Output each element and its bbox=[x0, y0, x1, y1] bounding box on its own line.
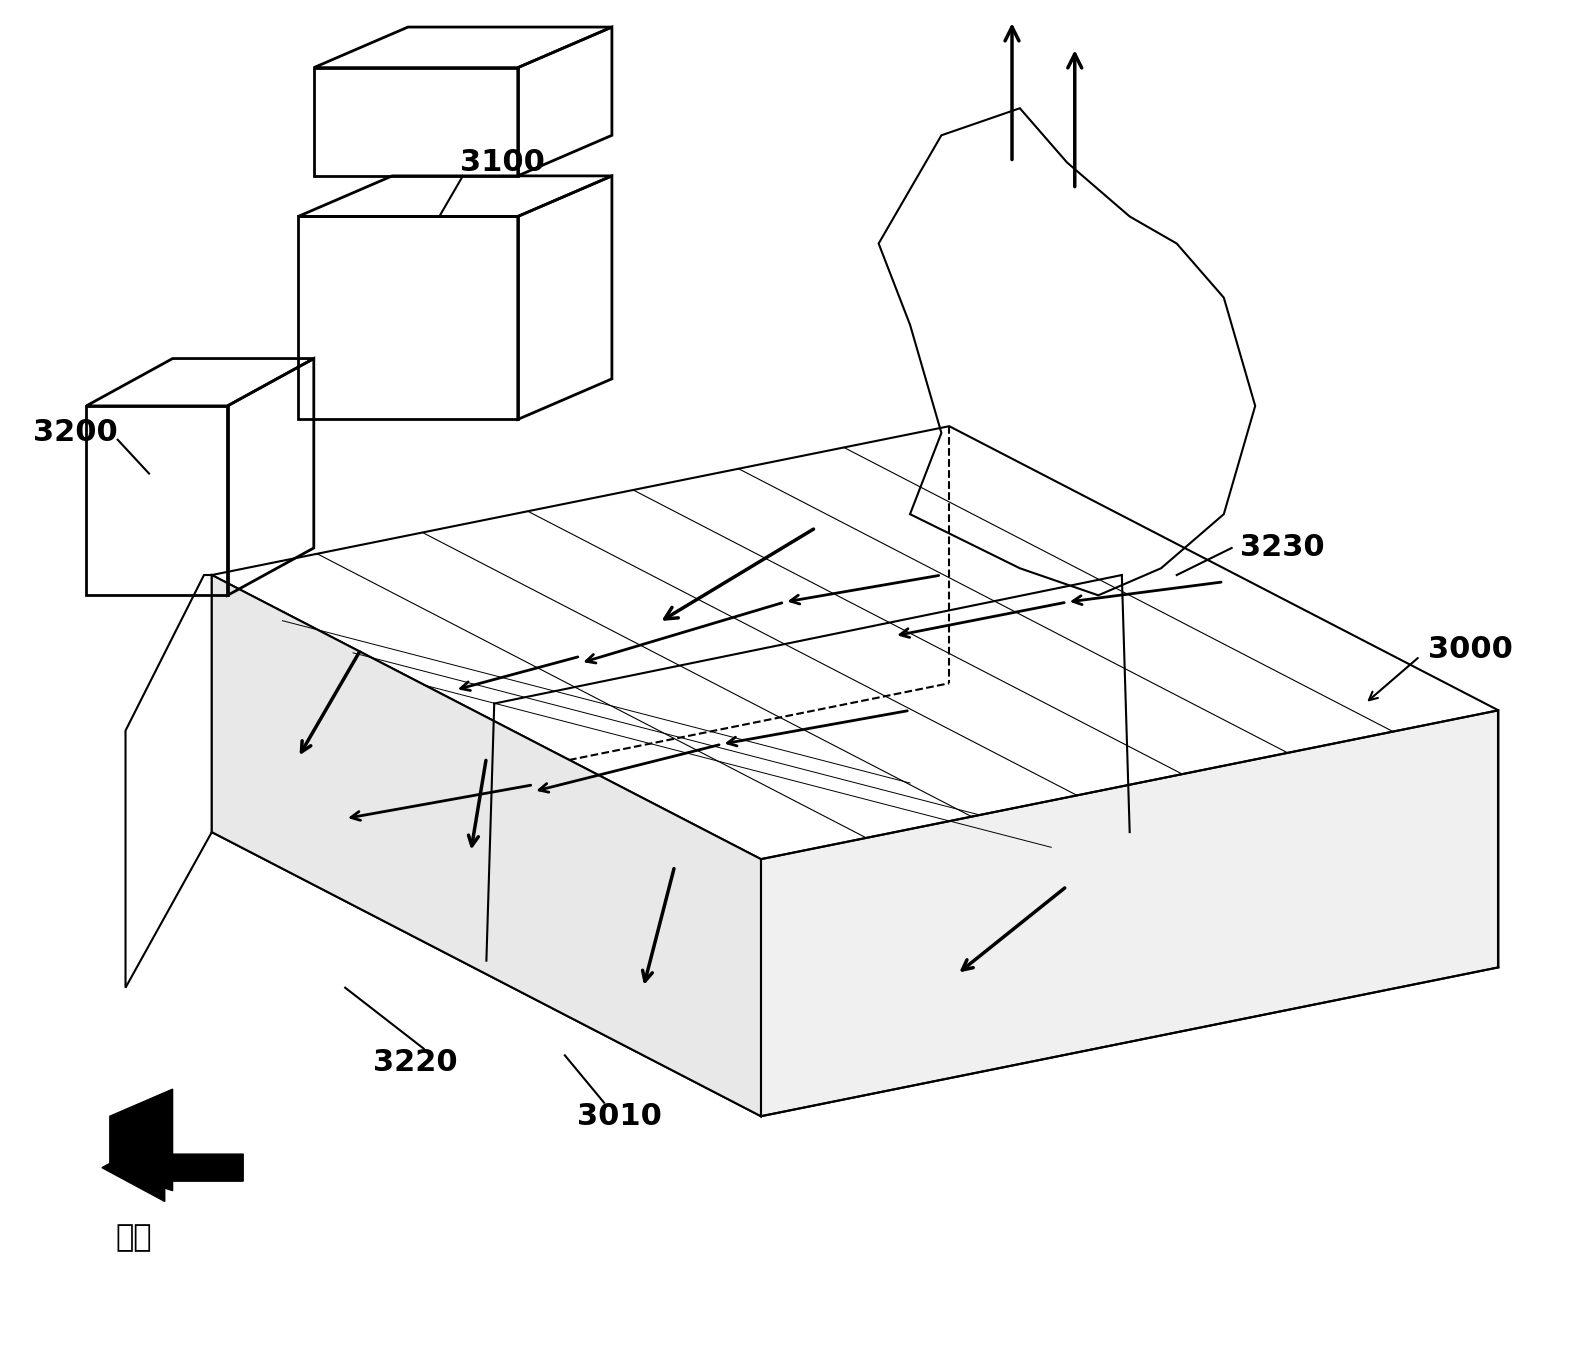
Polygon shape bbox=[102, 1134, 243, 1201]
Text: 3100: 3100 bbox=[460, 147, 544, 177]
Polygon shape bbox=[761, 710, 1498, 1116]
Polygon shape bbox=[110, 1089, 173, 1191]
Text: 前面: 前面 bbox=[115, 1223, 152, 1253]
Text: 3000: 3000 bbox=[1428, 635, 1513, 664]
Text: 3220: 3220 bbox=[373, 1047, 458, 1077]
Text: 3230: 3230 bbox=[1240, 533, 1324, 563]
Text: 3200: 3200 bbox=[33, 418, 118, 448]
Text: 3010: 3010 bbox=[577, 1101, 662, 1131]
Polygon shape bbox=[212, 575, 761, 1116]
